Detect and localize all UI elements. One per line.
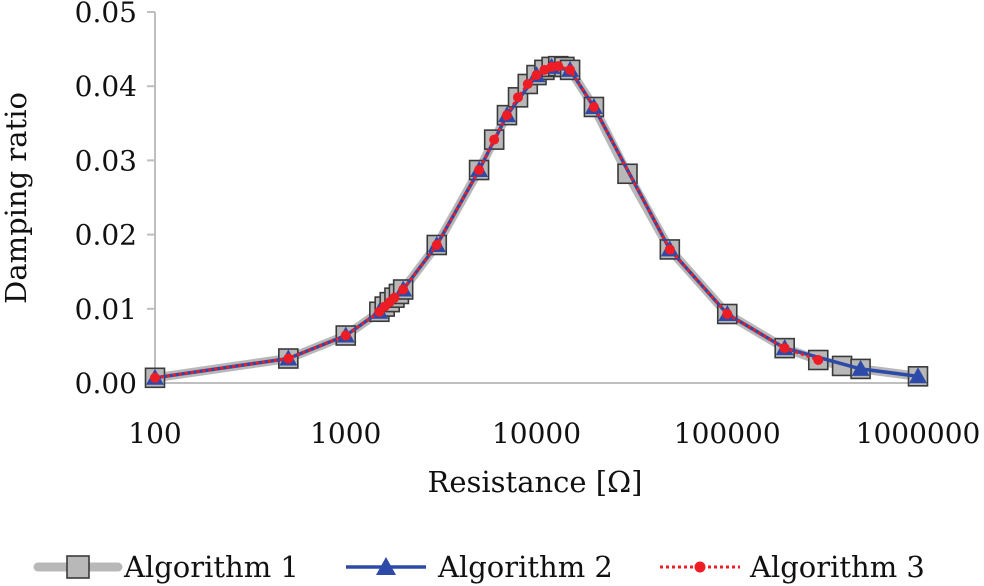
legend-marker-algorithm-1 — [66, 555, 90, 579]
point-algorithm-3 — [501, 110, 512, 121]
point-algorithm-3 — [340, 330, 351, 341]
y-tick-label: 0.03 — [75, 144, 137, 177]
x-tick-label: 1000000 — [856, 417, 981, 450]
legend-item-algorithm-1: Algorithm 1 — [33, 550, 299, 584]
x-axis-ticks: 100 1000 10000 100000 1000000 — [128, 417, 980, 450]
point-algorithm-3 — [553, 61, 564, 72]
y-tick-label: 0.00 — [75, 367, 137, 400]
point-algorithm-3 — [283, 353, 294, 364]
point-algorithm-3 — [398, 284, 409, 295]
y-axis-ticks: 0.00 0.01 0.02 0.03 0.04 0.05 — [75, 0, 155, 400]
legend-marker-algorithm-3 — [694, 561, 706, 573]
point-algorithm-3 — [565, 64, 576, 75]
point-algorithm-3 — [150, 372, 160, 383]
legend-label-algorithm-1: Algorithm 1 — [123, 550, 299, 584]
series-line-algorithm-3 — [154, 64, 819, 380]
point-algorithm-3 — [588, 101, 599, 112]
series-line-algorithm-1 — [150, 61, 923, 383]
y-axis-title: Damping ratio — [0, 92, 33, 304]
x-tick-label: 10000 — [492, 417, 581, 450]
x-tick-label: 1000 — [310, 417, 381, 450]
series-layer — [144, 55, 929, 389]
legend-label-algorithm-3: Algorithm 3 — [749, 550, 925, 584]
x-tick-label: 100000 — [674, 417, 781, 450]
point-algorithm-3 — [489, 134, 500, 145]
point-algorithm-3 — [531, 70, 542, 81]
point-algorithm-3 — [779, 343, 790, 354]
point-algorithm-3 — [474, 165, 485, 176]
point-algorithm-2 — [909, 367, 927, 384]
x-axis-title: Resistance [Ω] — [428, 465, 643, 499]
y-tick-label: 0.01 — [75, 293, 137, 326]
point-algorithm-3 — [522, 78, 533, 89]
legend: Algorithm 1 Algorithm 2 Algorithm 3 — [33, 550, 925, 584]
y-tick-label: 0.04 — [75, 70, 137, 103]
point-algorithm-2 — [851, 359, 870, 376]
legend-item-algorithm-2: Algorithm 2 — [346, 550, 613, 584]
point-algorithm-3 — [664, 244, 675, 255]
point-algorithm-3 — [813, 354, 824, 365]
point-algorithm-3 — [431, 239, 442, 250]
y-tick-label: 0.05 — [75, 0, 137, 29]
point-algorithm-3 — [513, 92, 524, 103]
point-algorithm-3 — [389, 292, 400, 303]
legend-item-algorithm-3: Algorithm 3 — [660, 550, 925, 584]
series-line-algorithm-2 — [154, 65, 919, 380]
legend-label-algorithm-2: Algorithm 2 — [437, 550, 613, 584]
x-tick-label: 100 — [128, 417, 181, 450]
point-algorithm-3 — [722, 308, 733, 319]
legend-marker-algorithm-2 — [376, 557, 396, 575]
y-tick-label: 0.02 — [75, 219, 137, 252]
